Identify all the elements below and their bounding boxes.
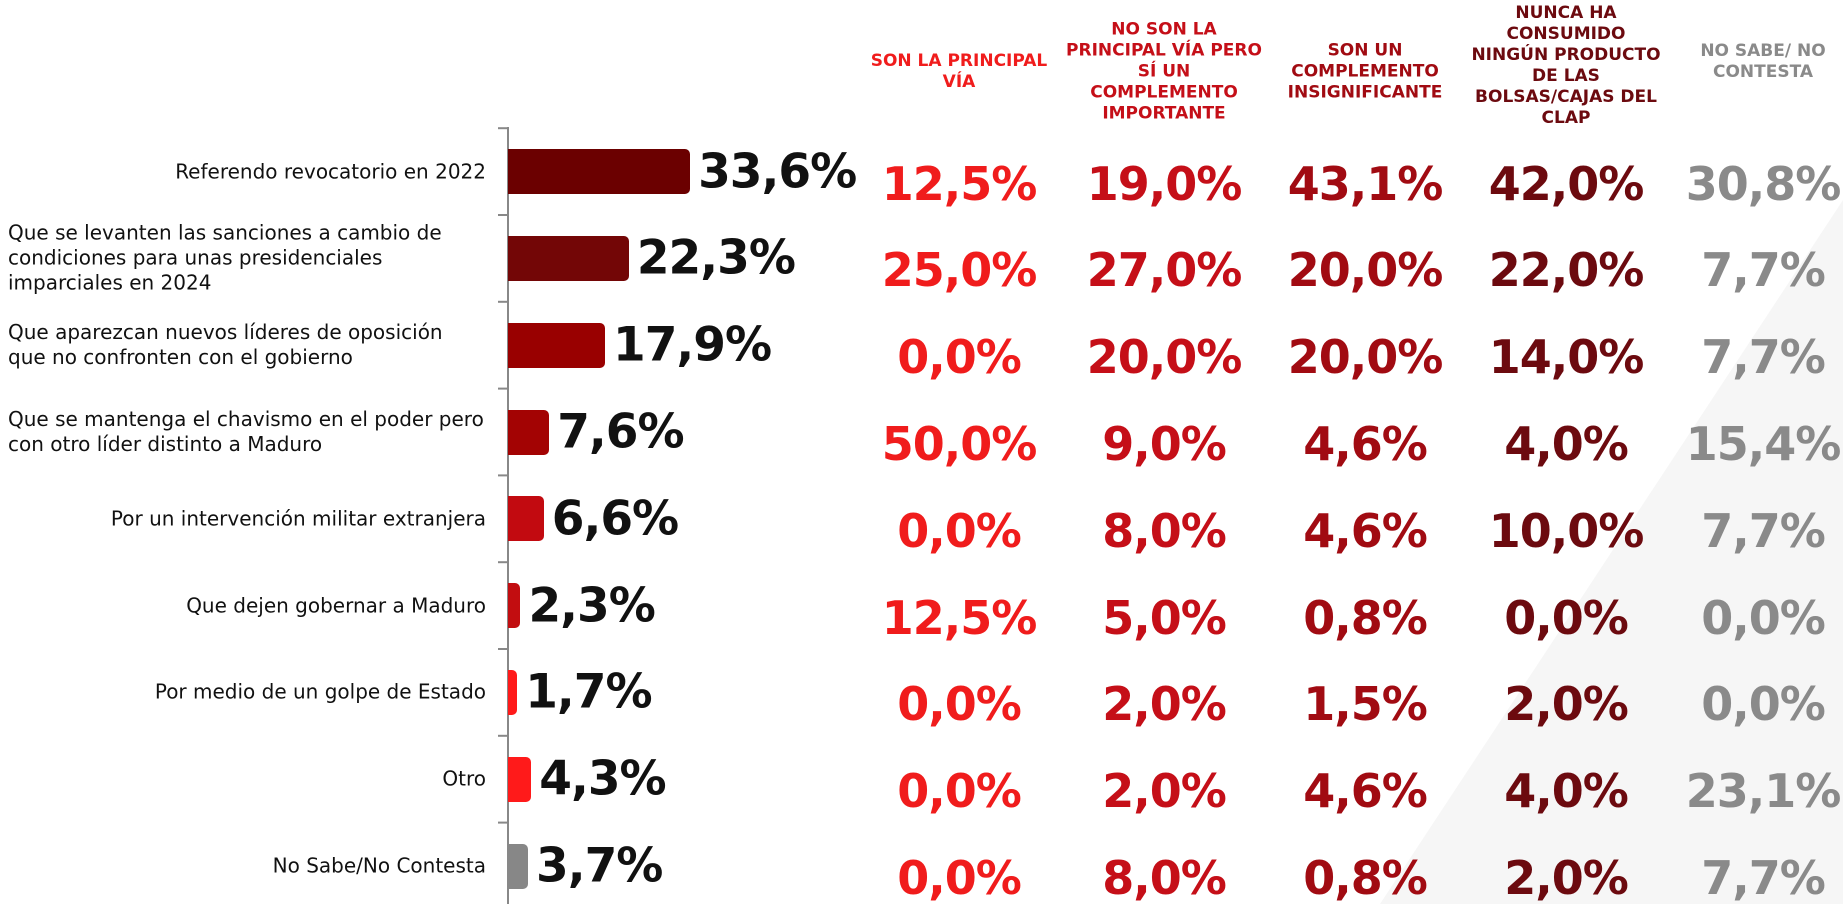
value-label: 3,7% [536,838,663,894]
category-label: Otro [8,767,486,792]
table-cell: 0,0% [1504,590,1629,645]
bar [508,322,606,368]
value-label: 1,7% [525,664,652,720]
table-cell: 0,0% [897,764,1022,819]
table-cell: 0,0% [897,851,1022,905]
table-cell: 12,5% [881,590,1038,645]
bar [508,496,544,542]
table-cell: 19,0% [1086,156,1243,211]
value-label: 33,6% [698,144,857,200]
table-cell: 2,0% [1102,764,1227,819]
table-cell: 4,0% [1504,417,1629,471]
table-cell: 42,0% [1488,156,1645,211]
table-cell: 4,0% [1504,764,1629,819]
value-label: 7,6% [557,404,684,460]
table-cell: 7,7% [1701,243,1826,298]
bar [508,409,550,455]
bar [508,669,518,715]
table-cell: 2,0% [1504,677,1629,732]
column-header: SON UN COMPLEMENTO INSIGNIFICANTE [1287,40,1443,103]
category-label: No Sabe/No Contesta [8,854,486,879]
table-cell: 0,0% [897,677,1022,732]
value-label: 17,9% [613,317,772,373]
table-cell: 14,0% [1488,330,1645,385]
table-cell: 20,0% [1086,330,1243,385]
table-cell: 7,7% [1701,503,1826,558]
table-cell: 9,0% [1102,417,1227,471]
category-text: Que aparezcan nuevos líderes de oposició… [8,320,443,370]
category-label: Por medio de un golpe de Estado [8,680,486,705]
table-cell: 30,8% [1685,156,1842,211]
bar [508,756,532,802]
column-header: NO SABE/ NO CONTESTA [1700,41,1826,82]
bar [508,149,691,195]
category-label: Que dejen gobernar a Maduro [8,593,486,618]
table-cell: 5,0% [1102,590,1227,645]
column-header: NO SON LA PRINCIPAL VÍA PERO SÍ UN COMPL… [1066,19,1262,124]
value-label: 22,3% [636,230,796,286]
table-cell: 20,0% [1287,243,1444,298]
table-cell: 20,0% [1287,330,1444,385]
table-cell: 1,5% [1303,677,1428,732]
table-cell: 0,0% [1701,677,1826,732]
table-cell: 7,7% [1701,330,1826,385]
table-cell: 0,8% [1303,851,1428,905]
table-cell: 8,0% [1102,503,1227,558]
table-cell: 2,0% [1102,677,1227,732]
table-cell: 4,6% [1303,764,1428,819]
table-cell: 4,6% [1303,503,1428,558]
value-label: 2,3% [528,578,655,634]
table-cell: 25,0% [881,243,1038,298]
bar [508,583,521,629]
table-cell: 22,0% [1488,243,1645,298]
table-cell: 15,4% [1685,417,1842,471]
table-cell: 0,0% [897,503,1022,558]
table-cell: 43,1% [1287,156,1444,211]
category-label: Por un intervención militar extranjera [8,506,486,531]
category-text: Que dejen gobernar a Maduro [186,593,486,618]
category-label: Que aparezcan nuevos líderes de oposició… [8,320,486,370]
table-cell: 23,1% [1685,764,1842,819]
category-text: Que se mantenga el chavismo en el poder … [8,407,484,456]
table-cell: 7,7% [1701,851,1826,905]
bar [508,235,629,281]
column-header: SON LA PRINCIPAL VÍA [870,51,1048,92]
category-text: Por un intervención militar extranjera [110,506,486,531]
category-text: No Sabe/No Contesta [272,853,486,878]
table-cell: 0,0% [897,330,1022,385]
table-cell: 4,6% [1303,417,1428,471]
table-cell: 50,0% [881,417,1038,471]
table-cell: 0,0% [1701,590,1826,645]
table-cell: 12,5% [881,156,1038,211]
category-text: Referendo revocatorio en 2022 [175,159,486,184]
column-header: NUNCA HA CONSUMIDO NINGÚN PRODUCTO DE LA… [1471,3,1661,128]
category-text: Que se levanten las sanciones a cambio d… [8,220,442,295]
category-label: Que se mantenga el chavismo en el poder … [8,407,486,457]
category-label: Referendo revocatorio en 2022 [8,159,486,184]
table-cell: 27,0% [1086,243,1243,298]
table-cell: 10,0% [1488,503,1645,558]
bar [508,843,529,889]
value-label: 4,3% [539,751,666,807]
category-text: Por medio de un golpe de Estado [154,679,486,704]
table-cell: 2,0% [1504,851,1629,905]
category-text: Otro [442,766,486,791]
category-label: Que se levanten las sanciones a cambio d… [8,221,486,296]
value-label: 6,6% [551,491,679,547]
table-cell: 8,0% [1102,851,1227,905]
table-cell: 0,8% [1303,590,1428,645]
